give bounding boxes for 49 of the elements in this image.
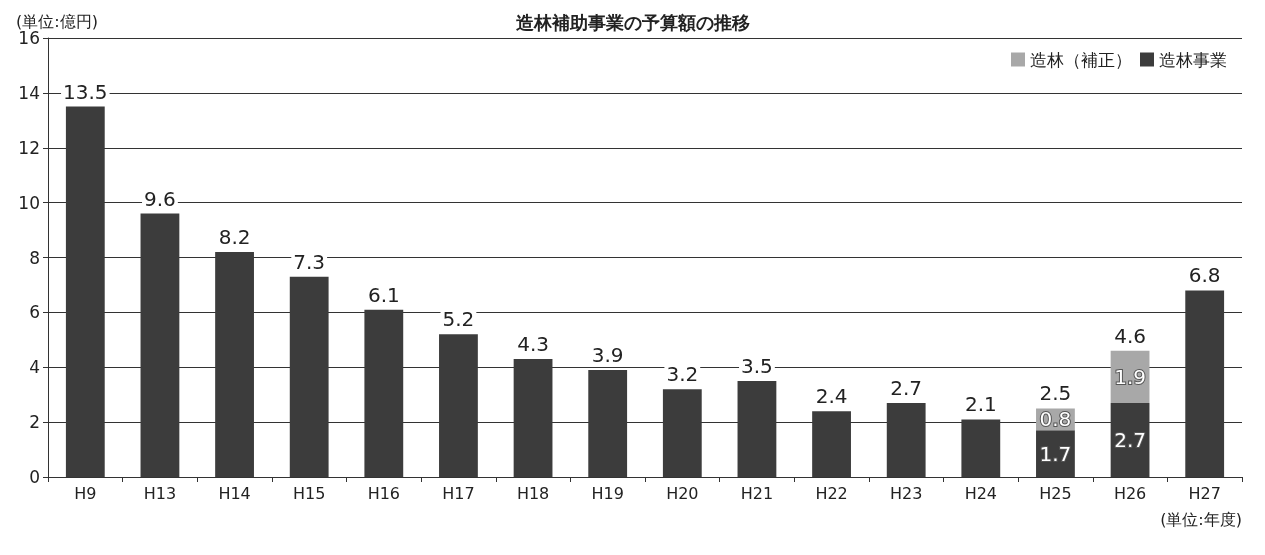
x-tick-label: H17 [442,483,475,503]
total-label: 2.4 [815,384,848,409]
total-label: 4.3 [517,332,549,357]
x-tick-label: H18 [516,483,550,503]
legend-label: 造林事業 [1159,49,1227,70]
total-label: 2.7 [890,375,923,400]
total-label: 13.5 [63,79,108,104]
x-tick-label: H9 [74,483,97,503]
data-label: 1.7 [1039,441,1072,466]
y-tick-label: 2 [29,412,40,433]
y-tick-label: 6 [29,302,40,323]
x-tick-label: H15 [292,483,326,503]
y-tick-label: 4 [29,357,40,378]
x-tick-label: H19 [591,483,624,503]
data-label: 0.8 [1039,407,1072,432]
x-axis-title: (単位:年度) [1160,509,1242,529]
x-tick-label: H16 [367,483,401,503]
x-tick-label: H21 [740,483,774,503]
x-tick-label: H22 [815,483,848,503]
x-tick-label: H13 [143,483,177,503]
x-tick-label: H26 [1113,483,1147,503]
legend-label: 造林（補正） [1030,49,1132,70]
data-label: 2.7 [1114,427,1146,452]
y-tick-label: 14 [18,82,40,103]
x-tick-label: H23 [889,483,923,503]
total-label: 7.3 [293,249,326,274]
y-tick-label: 10 [18,192,40,213]
y-axis-title: (単位:億円) [16,12,98,32]
x-tick-label: H25 [1039,483,1072,503]
x-tick-label: H20 [666,483,699,503]
y-tick-label: 8 [29,247,40,268]
y-tick-label: 0 [29,467,40,487]
total-label: 2.1 [964,392,997,417]
total-label: 4.6 [1114,323,1146,348]
total-label: 3.5 [741,353,773,378]
total-label: 9.6 [144,186,176,211]
chart-title: 造林補助事業の予算額の推移 [515,11,750,33]
x-tick-label: H27 [1188,483,1221,503]
x-tick-label: H24 [964,483,998,503]
total-label: 6.1 [367,282,400,307]
total-label: 8.2 [218,225,251,250]
total-label: 3.2 [666,362,699,387]
total-label: 3.9 [591,342,624,367]
y-tick-label: 12 [18,137,40,158]
total-label: 6.8 [1188,263,1221,288]
total-label: 2.5 [1039,381,1072,406]
x-tick-label: H14 [218,483,251,503]
data-label: 1.9 [1114,364,1146,389]
total-label: 5.2 [442,307,475,332]
